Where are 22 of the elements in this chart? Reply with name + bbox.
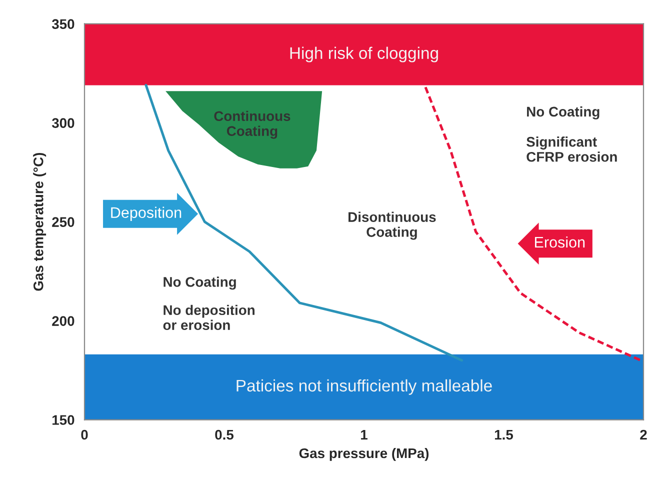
y-axis-title: Gas temperature (°C) (33, 152, 46, 291)
y-tick-label: 250 (52, 217, 74, 227)
x-axis-title: Gas pressure (MPa) (299, 448, 429, 461)
x-tick-label: 0 (81, 430, 88, 440)
x-tick-label: 1.5 (494, 430, 514, 440)
annotation: Deposition (111, 206, 182, 222)
y-tick-label: 300 (52, 118, 74, 128)
annotation: Erosion (535, 236, 585, 248)
x-tick-label: 1 (361, 430, 368, 440)
annotation: No deposition or erosion (163, 304, 254, 330)
y-tick-label: 200 (52, 316, 74, 326)
band-label: Paticies not insufficiently malleable (236, 379, 492, 395)
x-tick-label: 0.5 (215, 430, 234, 440)
y-tick-label: 150 (52, 415, 74, 425)
annotation: Continuous Coating (214, 110, 290, 139)
annotation: Disontinuous Coating (348, 212, 436, 240)
annotation: No Coating (527, 106, 600, 120)
x-tick-label: 2 (640, 430, 647, 440)
annotation: Significant CFRP erosion (526, 136, 617, 162)
annotation: No Coating (164, 276, 236, 290)
y-tick-label: 350 (52, 19, 74, 30)
band-label: High risk of clogging (290, 46, 438, 62)
